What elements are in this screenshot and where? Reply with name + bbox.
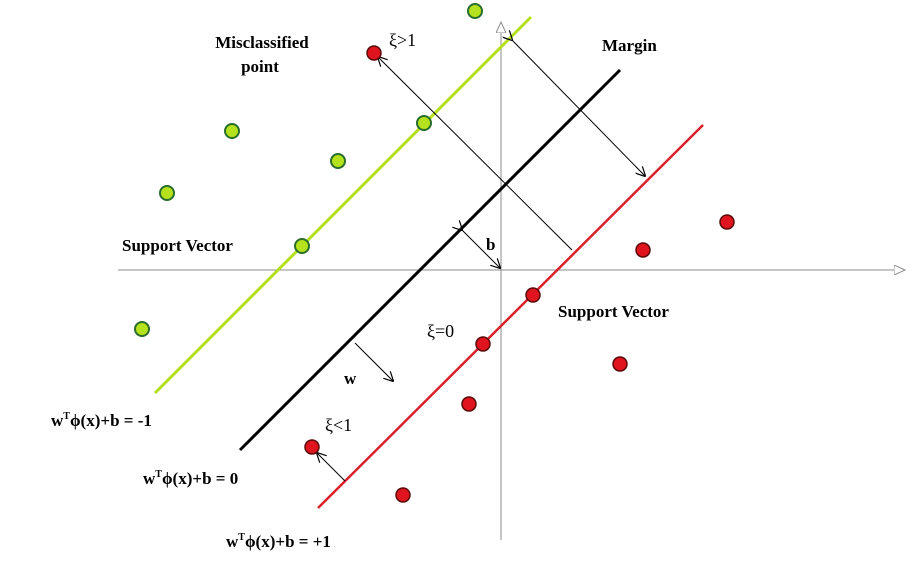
margin-label: Margin (602, 36, 657, 55)
equation-plus1: wTϕ(x)+b = +1 (226, 532, 331, 551)
support-vector-red (475, 336, 491, 352)
support-vector-green (294, 238, 310, 254)
misclassified-label-line2: point (241, 57, 279, 76)
equation-minus1-w: w (51, 411, 64, 430)
xi-gt1-arrow (378, 57, 573, 251)
margin-line-minus1 (153, 15, 533, 395)
misclassified-label-line1: Misclassified (215, 33, 309, 52)
red-point (461, 396, 477, 412)
equation-minus1: wTϕ(x)+b = -1 (51, 411, 152, 430)
red-point (612, 356, 628, 372)
support-vector-red (525, 287, 541, 303)
support-vector-right-label: Support Vector (558, 302, 669, 321)
support-vector-left-label: Support Vector (122, 236, 233, 255)
red-points (304, 45, 735, 503)
xi-lt1-label: ξ<1 (325, 415, 352, 435)
equation-plus1-rest: ϕ(x)+b = +1 (245, 532, 331, 551)
xi-lt1-arrow (317, 453, 346, 482)
green-point (224, 123, 240, 139)
red-point (719, 214, 735, 230)
margin-arrow (512, 40, 645, 176)
green-point (134, 321, 150, 337)
margin-line-plus1 (317, 124, 704, 509)
b-arrow (462, 230, 500, 268)
equation-zero: wTϕ(x)+b = 0 (143, 469, 238, 488)
w-label: w (344, 369, 357, 388)
equation-plus1-sup: T (238, 532, 245, 543)
support-vector-green (416, 115, 432, 131)
misclassified-red-point (366, 45, 382, 61)
b-label: b (486, 235, 495, 254)
red-point-xi-lt1 (304, 439, 320, 455)
equation-plus1-w: w (226, 532, 239, 551)
equation-zero-sup: T (155, 469, 162, 480)
red-point (395, 487, 411, 503)
equation-zero-w: w (143, 469, 156, 488)
w-arrow (354, 342, 393, 381)
green-point (159, 185, 175, 201)
equation-zero-rest: ϕ(x)+b = 0 (162, 469, 238, 488)
red-point (635, 242, 651, 258)
green-point (467, 3, 483, 19)
xi-eq0-label: ξ=0 (427, 321, 454, 341)
green-point (330, 153, 346, 169)
equation-minus1-sup: T (63, 411, 70, 422)
green-points (134, 3, 483, 337)
xi-gt1-label: ξ>1 (389, 30, 416, 50)
equation-minus1-rest: ϕ(x)+b = -1 (70, 411, 152, 430)
